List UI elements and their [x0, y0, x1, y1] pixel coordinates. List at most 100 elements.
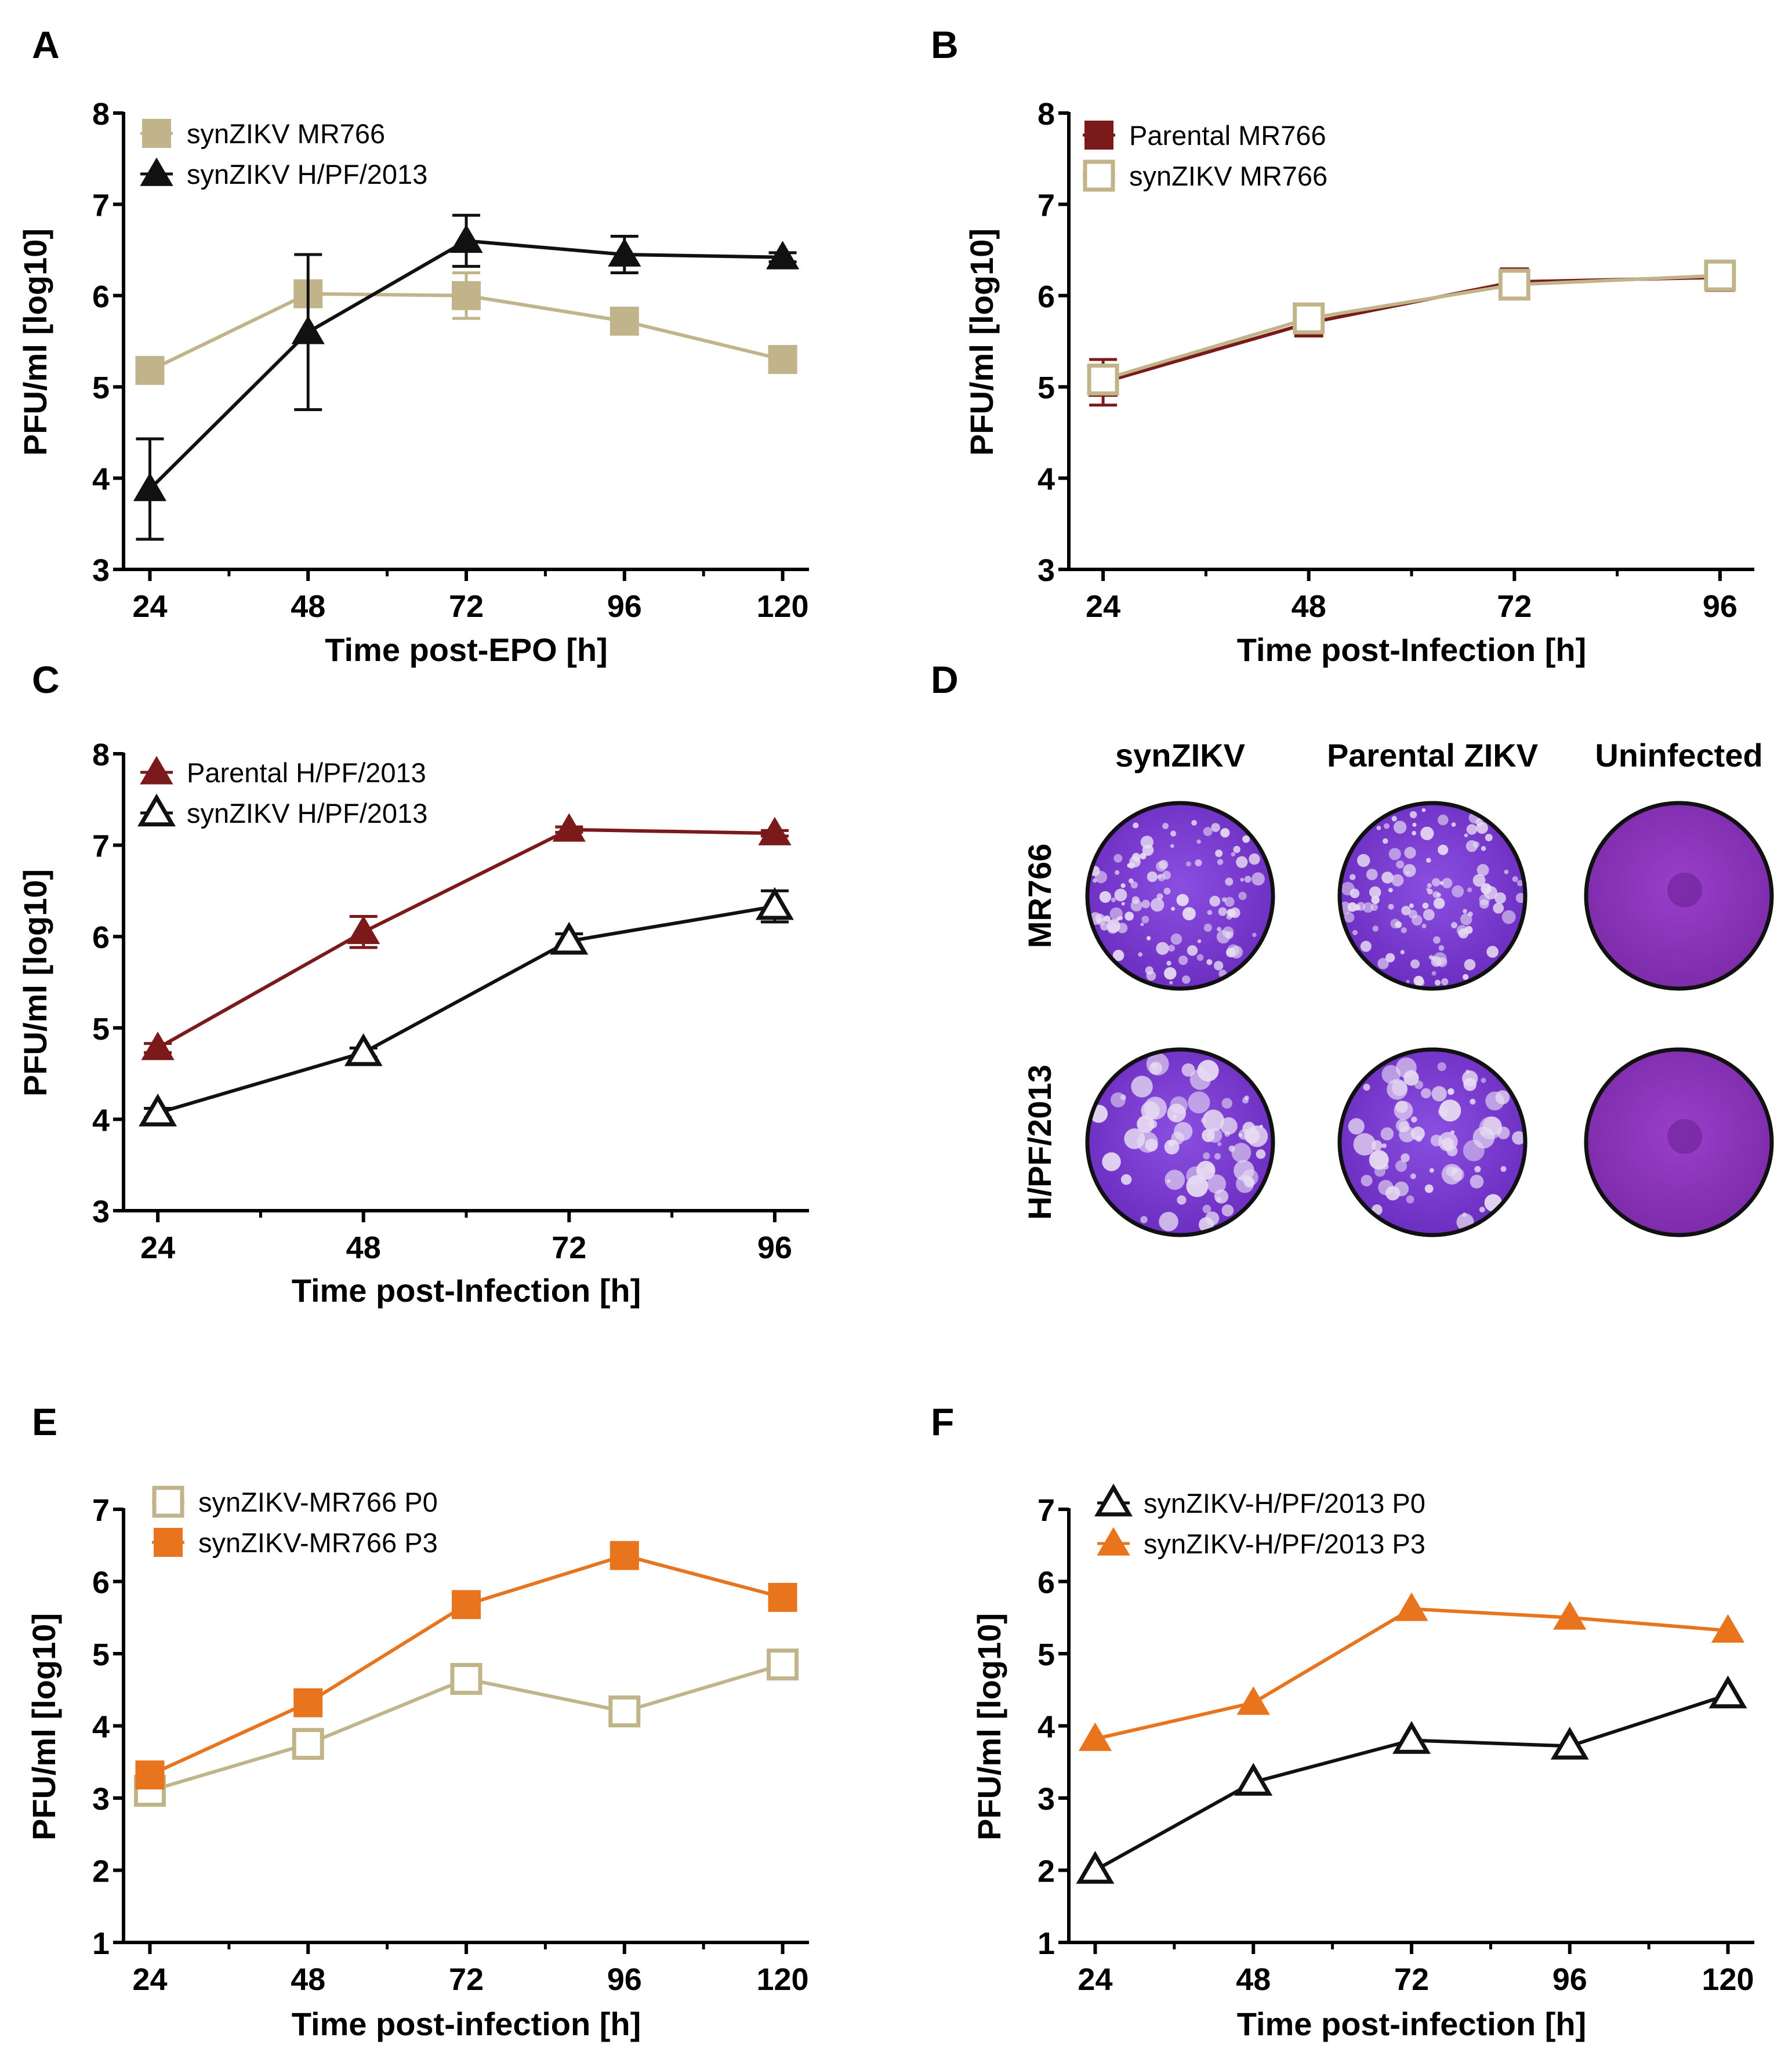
plaque-spots [1340, 808, 1525, 987]
panel-c-series-1-point [755, 887, 794, 920]
panel-letter-d: D [931, 658, 959, 701]
row-header-hpf2013: H/PF/2013 [1021, 1065, 1058, 1220]
panel-a-legend-marker-0 [142, 119, 171, 148]
panel-e-series-1-point [452, 1590, 481, 1619]
panel-a-y-tick-label: 4 [92, 462, 110, 497]
panel-f-series-0-point [1550, 1727, 1589, 1760]
panel-f-series-1-point [1711, 1614, 1745, 1643]
panel-c-series-0-point [141, 1032, 175, 1061]
panel-c-series-0-point [347, 915, 380, 945]
plaque-plate-1-1 [1337, 1047, 1528, 1237]
panel-b-series-1-point [1704, 259, 1736, 292]
panel-a-legend-label-0: synZIKV MR766 [187, 118, 385, 149]
panel-b-y-tick-label: 4 [1038, 462, 1055, 497]
panel-e-y-tick-label: 5 [92, 1637, 110, 1672]
panel-c-y-tick-label: 6 [92, 920, 110, 955]
panel-f-series-1-point [1078, 1722, 1112, 1751]
panel-a-series-0-point [610, 306, 639, 336]
panel-f-legend-label-0: synZIKV-H/PF/2013 P0 [1144, 1488, 1425, 1519]
panel-b-legend-marker-1 [1083, 159, 1115, 192]
panel-a-x-tick-label: 96 [607, 589, 642, 624]
panel-a-x-tick-label: 120 [756, 589, 808, 624]
panel-c-series-0-line [157, 827, 775, 1050]
panel-c-y-tick-label: 3 [92, 1194, 110, 1229]
panel-f-x-axis-label: Time post-infection [h] [1237, 2006, 1587, 2042]
panel-c-series-1-line [157, 905, 775, 1115]
plaque-plate-1-0 [1085, 1047, 1275, 1237]
panel-b-series-1-point [1087, 364, 1119, 396]
panel-c-legend-marker-1 [137, 793, 176, 827]
panel-e-y-tick-label: 7 [92, 1493, 110, 1528]
panel-b-y-tick-label: 7 [1038, 188, 1055, 223]
panel-a-series-1-point [291, 315, 325, 344]
panel-c-letter: C [32, 658, 60, 701]
panel-f-y-tick-label: 5 [1038, 1637, 1055, 1672]
panel-e-y-axis-label: PFU/ml [log10] [26, 1613, 62, 1840]
panel-a-x-tick-label: 48 [291, 589, 325, 624]
panel-a-y-tick-label: 3 [92, 553, 110, 588]
panel-a-series-0-point [135, 355, 165, 385]
panel-f-legend-label-1: synZIKV-H/PF/2013 P3 [1144, 1528, 1425, 1559]
panel-f-legend-marker-0 [1094, 1483, 1133, 1517]
panel-e-series-1-point [293, 1688, 323, 1717]
panel-b-x-tick-label: 48 [1292, 589, 1326, 624]
panel-e-letter: E [32, 1400, 57, 1443]
panel-f-series-0-point [1076, 1851, 1115, 1884]
panel-a-legend-marker-1 [140, 157, 173, 186]
panel-b-y-axis-label: PFU/ml [log10] [963, 228, 1000, 456]
plate-rim [1085, 1047, 1275, 1237]
panel-c-series-1-point [139, 1094, 177, 1127]
panel-a-letter: A [32, 23, 60, 66]
panel-e-x-axis-label: Time post-infection [h] [292, 2006, 641, 2042]
panel-f-y-tick-label: 6 [1038, 1566, 1055, 1600]
panel-a-series-1-point [449, 224, 483, 253]
panel-a-x-axis-label: Time post-EPO [h] [325, 631, 607, 668]
plate-well [1340, 803, 1525, 989]
panel-f-legend-marker-1 [1097, 1527, 1130, 1556]
panel-d-plaque-images: D synZIKV Parental ZIKV Uninfected MR766… [931, 658, 1774, 1237]
column-header-synzikv: synZIKV [1115, 737, 1245, 773]
panel-f-series-0-point [1708, 1675, 1747, 1709]
panel-f-series-1-line [1094, 1607, 1728, 1741]
panel-a-legend-label-1: synZIKV H/PF/2013 [187, 159, 427, 190]
plaque-spots [1089, 820, 1265, 985]
panel-c-legend-marker-0 [140, 756, 173, 785]
panel-e-series-0-point [292, 1728, 324, 1760]
panel-a-chart: A 3 4 5 6 7 8 24 48 72 96 120 Time post-EPO [h] PFU/m… [17, 23, 809, 668]
panel-f-y-tick-label: 1 [1038, 1926, 1055, 1961]
panel-c-x-tick-label: 96 [757, 1230, 792, 1265]
panel-f-chart: F 1 2 3 4 5 6 7 24 48 72 96 120 Time post-infection [… [931, 1400, 1754, 2042]
panel-f-letter: F [931, 1400, 954, 1443]
panel-b-letter: B [931, 23, 959, 66]
panel-e-series-1-point [768, 1582, 797, 1612]
panel-a-y-tick-label: 7 [92, 188, 110, 223]
panel-b-series-1-point [1293, 302, 1325, 335]
panel-a-y-tick-label: 6 [92, 279, 110, 314]
panel-c-chart: C 3 4 5 6 7 8 24 48 72 96 Time post-Infection [h] PF… [17, 658, 809, 1309]
panel-c-series-1-point [550, 921, 589, 955]
panel-e-series-0-point [608, 1695, 641, 1728]
panel-c-legend-label-1: synZIKV H/PF/2013 [187, 798, 427, 829]
panel-e-y-tick-label: 4 [92, 1710, 110, 1745]
panel-f-x-tick-label: 72 [1394, 1962, 1429, 1997]
panel-e-legend-marker-1 [154, 1528, 183, 1557]
panel-a-x-tick-label: 72 [449, 589, 484, 624]
panel-f-x-tick-label: 24 [1078, 1962, 1112, 1997]
panel-e-series-1-point [135, 1760, 165, 1790]
panel-c-x-tick-label: 48 [346, 1230, 381, 1265]
panel-e-y-tick-label: 3 [92, 1782, 110, 1817]
panel-a-series-1-point [766, 241, 800, 270]
column-header-uninfected: Uninfected [1595, 737, 1762, 773]
panel-b-y-tick-label: 3 [1038, 553, 1055, 588]
panel-e-series-0-point [450, 1663, 483, 1695]
panel-a-y-tick-label: 5 [92, 371, 110, 405]
panel-a-y-tick-label: 8 [92, 97, 110, 132]
panel-f-y-axis-label: PFU/ml [log10] [971, 1613, 1007, 1840]
plate-rim [1584, 801, 1774, 991]
panel-e-chart: E 1 2 3 4 5 6 7 24 48 72 96 120 Time post-infection [… [26, 1400, 809, 2042]
panel-b-series-1-line [1102, 274, 1721, 382]
panel-e-series-0-point [767, 1648, 799, 1681]
panel-c-series-1-point [344, 1033, 383, 1066]
panel-f-y-tick-label: 7 [1038, 1493, 1055, 1528]
